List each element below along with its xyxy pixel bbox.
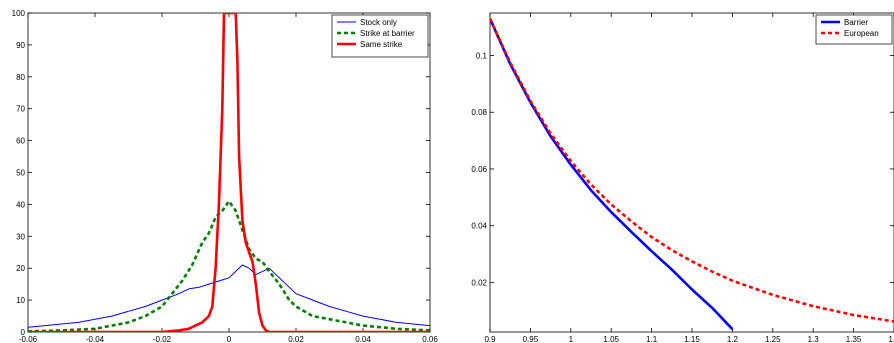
x-tick-label: 0.06 [422, 335, 438, 343]
x-tick-label: 1.15 [684, 335, 700, 343]
y-tick-label: 0.02 [471, 278, 487, 287]
y-tick-label: 60 [16, 137, 25, 146]
axes-box [489, 12, 894, 333]
series-line-stock-only [28, 264, 430, 328]
y-tick-label: 70 [16, 105, 25, 114]
legend: Barrier European [815, 14, 893, 45]
legend: Stock only Strike at barrier Same strike [331, 14, 429, 58]
x-tick-label: 1.2 [727, 335, 739, 343]
y-tick-label: 90 [16, 41, 25, 50]
y-tick-label: 0.06 [471, 165, 487, 174]
series-line-european [490, 18, 894, 323]
x-tick-label: 1.05 [603, 335, 619, 343]
x-tick-label: 0.9 [484, 335, 496, 343]
x-tick-label: 1.35 [846, 335, 862, 343]
y-tick-label: 0.1 [476, 52, 488, 61]
y-tick-label: 50 [16, 169, 25, 178]
y-tick-label: 0.08 [471, 108, 487, 117]
y-tick-label: 30 [16, 232, 25, 241]
series-line-strike-at-barrier [28, 199, 430, 332]
left-chart: -0.06 -0.04 -0.02 0 0.02 0.04 0.06 0 10 20 30 40 50 6… [12, 9, 439, 343]
legend-box [815, 14, 893, 45]
legend-label: European [844, 29, 879, 38]
x-tick-label: 1 [569, 335, 574, 343]
x-tick-label: 1.3 [808, 335, 820, 343]
x-tick-label: 0 [227, 335, 232, 343]
legend-label: Stock only [360, 18, 397, 27]
series-line-same-strike [28, 13, 430, 332]
legend-label: Strike at barrier [360, 29, 415, 38]
x-tick-label: 0.04 [355, 335, 371, 343]
y-tick-label: 10 [16, 296, 25, 305]
right-chart: 0.9 0.95 1 1.05 1.1 1.15 1.2 1.25 1.3 1.35 1.4 0.02… [471, 12, 894, 343]
x-tick-label: 1.4 [888, 335, 894, 343]
x-tick-label: -0.02 [153, 335, 172, 343]
y-tick-label: 0.04 [471, 222, 487, 231]
y-tick-label: 40 [16, 200, 25, 209]
x-tick-label: 0.95 [523, 335, 539, 343]
y-tick-label: 80 [16, 73, 25, 82]
x-tick-label: 1.25 [765, 335, 781, 343]
y-tick-label: 100 [12, 9, 26, 18]
y-tick-label: 0 [21, 328, 26, 337]
x-tick-label: -0.04 [86, 335, 105, 343]
x-tick-label: 0.02 [288, 335, 304, 343]
legend-label: Barrier [844, 18, 868, 27]
x-tick-label: 1.1 [646, 335, 658, 343]
legend-label: Same strike [360, 40, 403, 49]
axes-box [27, 12, 431, 333]
x-tick-label: -0.06 [19, 335, 38, 343]
y-tick-label: 20 [16, 264, 25, 273]
